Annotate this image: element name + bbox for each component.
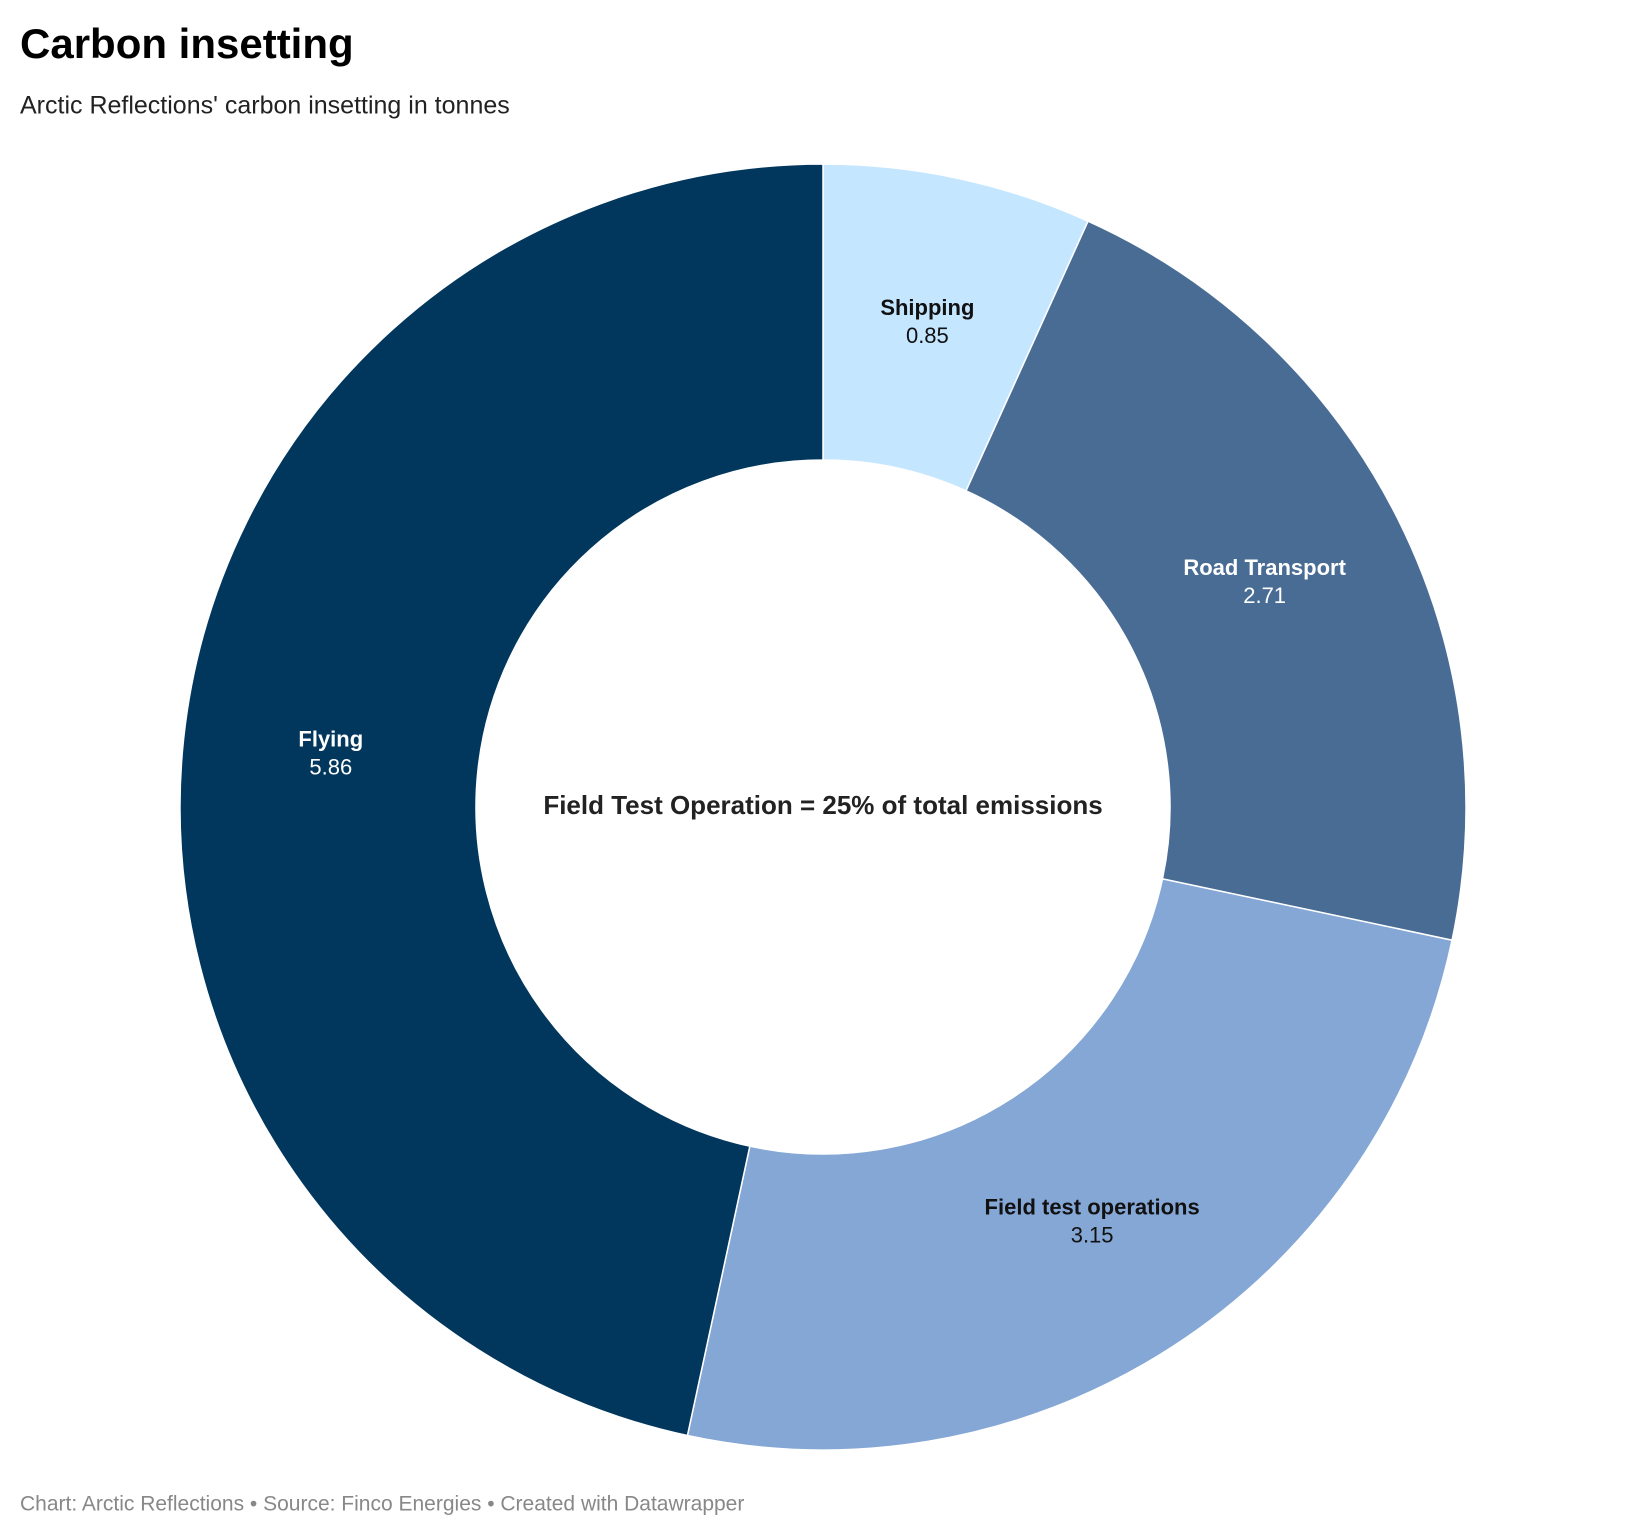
slice-label: Field test operations: [985, 1194, 1200, 1219]
chart-footer: Chart: Arctic Reflections • Source: Finc…: [20, 1493, 744, 1516]
donut-slice: [965, 220, 1467, 942]
donut-slice: [686, 878, 1453, 1451]
slice-label: Shipping: [880, 295, 974, 320]
slice-label: Road Transport: [1183, 555, 1346, 580]
chart-subtitle: Arctic Reflections' carbon insetting in …: [20, 92, 510, 120]
slice-value: 2.71: [1243, 583, 1286, 608]
slice-value: 0.85: [906, 323, 949, 348]
chart-title: Carbon insetting: [20, 20, 354, 67]
slice-value: 5.86: [309, 754, 352, 779]
center-annotation: Field Test Operation = 25% of total emis…: [543, 790, 1102, 820]
slice-value: 3.15: [1071, 1222, 1114, 1247]
slice-label: Flying: [298, 726, 363, 751]
donut-slice: [179, 163, 824, 1437]
